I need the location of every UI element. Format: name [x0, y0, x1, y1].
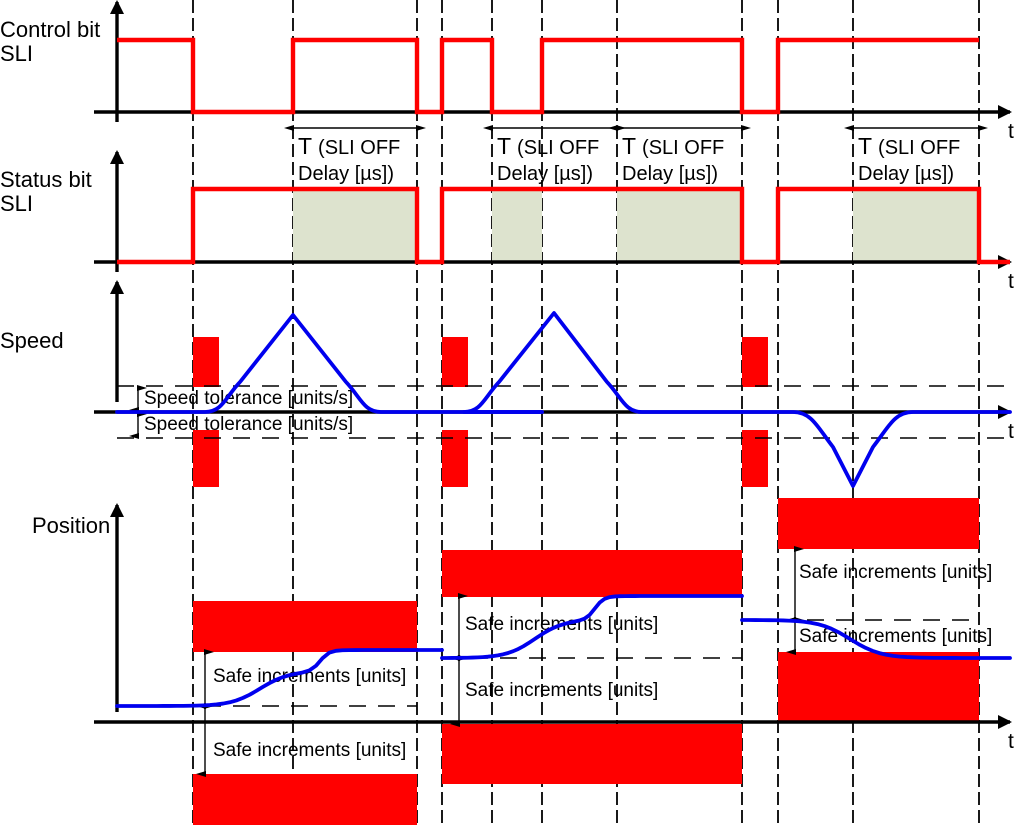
svg-text:Delay [µs]): Delay [µs])	[497, 163, 593, 185]
svg-text:Delay [µs]): Delay [µs])	[622, 163, 718, 185]
svg-text:t: t	[1008, 730, 1014, 753]
svg-text:T (SLI OFF: T (SLI OFF	[497, 133, 599, 159]
svg-text:Speed tolerance [units/s]: Speed tolerance [units/s]	[144, 414, 353, 435]
svg-text:Safe increments [units]: Safe increments [units]	[799, 562, 992, 583]
svg-text:T (SLI OFF: T (SLI OFF	[622, 133, 724, 159]
svg-text:SLI: SLI	[0, 191, 33, 216]
svg-text:Speed: Speed	[0, 328, 64, 353]
svg-text:T (SLI OFF: T (SLI OFF	[298, 133, 400, 159]
svg-text:Delay [µs]): Delay [µs])	[858, 163, 954, 185]
svg-text:Speed tolerance [units/s]: Speed tolerance [units/s]	[144, 388, 353, 409]
svg-text:Status bit: Status bit	[0, 167, 92, 192]
svg-text:Position: Position	[32, 513, 110, 538]
svg-text:SLI: SLI	[0, 41, 33, 66]
svg-text:t: t	[1008, 420, 1014, 443]
svg-text:t: t	[1008, 270, 1014, 293]
svg-text:t: t	[1008, 120, 1014, 143]
svg-text:T (SLI OFF: T (SLI OFF	[858, 133, 960, 159]
svg-text:Safe increments [units]: Safe increments [units]	[465, 680, 658, 701]
svg-text:Safe increments [units]: Safe increments [units]	[213, 740, 406, 761]
svg-text:Control bit: Control bit	[0, 17, 100, 42]
svg-text:Delay [µs]): Delay [µs])	[298, 163, 394, 185]
